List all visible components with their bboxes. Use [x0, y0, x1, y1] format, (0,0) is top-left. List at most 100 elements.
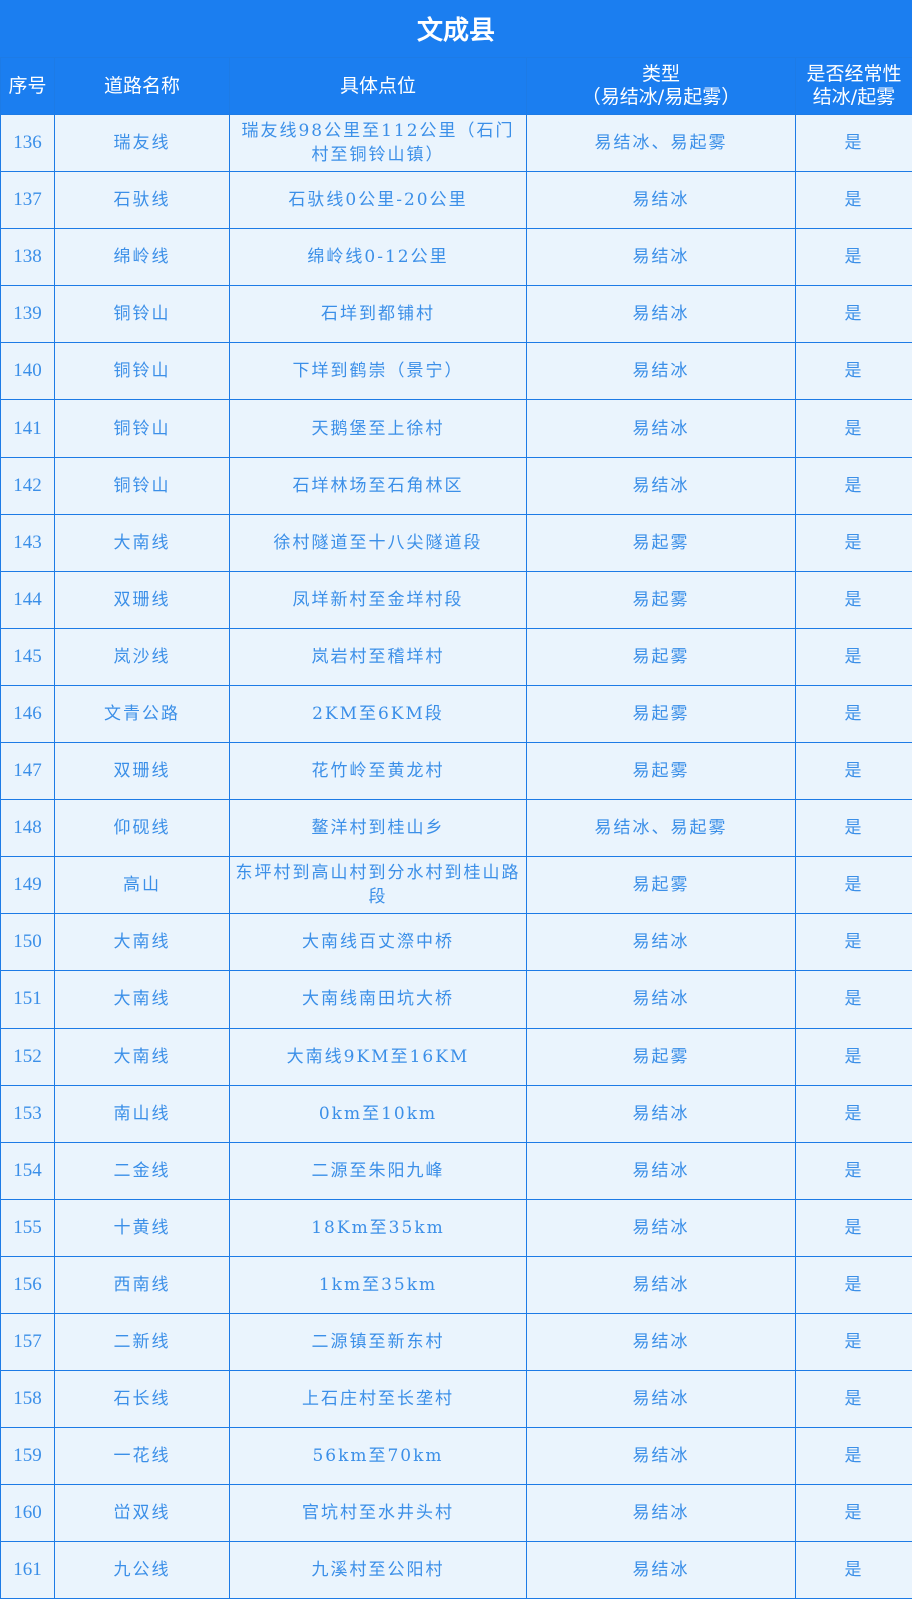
- cell-index: 160: [1, 1485, 55, 1542]
- cell-frequent: 是: [796, 800, 912, 857]
- cell-location: 1km至35km: [230, 1256, 527, 1313]
- cell-index: 157: [1, 1313, 55, 1370]
- cell-type: 易起雾: [527, 685, 796, 742]
- cell-type: 易结冰: [527, 1371, 796, 1428]
- cell-type: 易结冰: [527, 914, 796, 971]
- cell-type: 易结冰: [527, 229, 796, 286]
- cell-frequent: 是: [796, 1085, 912, 1142]
- cell-location: 石驮线0公里-20公里: [230, 172, 527, 229]
- cell-type: 易起雾: [527, 571, 796, 628]
- cell-location: 二源镇至新东村: [230, 1313, 527, 1370]
- cell-frequent: 是: [796, 743, 912, 800]
- cell-index: 142: [1, 457, 55, 514]
- cell-location: 花竹岭至黄龙村: [230, 743, 527, 800]
- table-title: 文成县: [0, 0, 912, 57]
- cell-type: 易起雾: [527, 1028, 796, 1085]
- cell-road-name: 绵岭线: [55, 229, 230, 286]
- cell-road-name: 十黄线: [55, 1199, 230, 1256]
- cell-index: 140: [1, 343, 55, 400]
- cell-road-name: 二金线: [55, 1142, 230, 1199]
- cell-frequent: 是: [796, 172, 912, 229]
- cell-location: 天鹅堡至上徐村: [230, 400, 527, 457]
- cell-location: 56km至70km: [230, 1428, 527, 1485]
- cell-location: 岚岩村至稽垟村: [230, 628, 527, 685]
- header-row: 序号道路名称具体点位类型 （易结冰/易起雾）是否经常性 结冰/起雾: [1, 58, 912, 115]
- cell-frequent: 是: [796, 1542, 912, 1599]
- cell-frequent: 是: [796, 857, 912, 914]
- cell-type: 易结冰: [527, 1085, 796, 1142]
- cell-frequent: 是: [796, 1428, 912, 1485]
- cell-location: 二源至朱阳九峰: [230, 1142, 527, 1199]
- cell-location: 大南线百丈漈中桥: [230, 914, 527, 971]
- cell-index: 145: [1, 628, 55, 685]
- cell-type: 易起雾: [527, 628, 796, 685]
- cell-road-name: 瑞友线: [55, 115, 230, 172]
- cell-location: 大南线南田坑大桥: [230, 971, 527, 1028]
- cell-road-name: 岚沙线: [55, 628, 230, 685]
- cell-road-name: 铜铃山: [55, 343, 230, 400]
- cell-location: 18Km至35km: [230, 1199, 527, 1256]
- cell-index: 153: [1, 1085, 55, 1142]
- cell-frequent: 是: [796, 628, 912, 685]
- cell-location: 石垟到都铺村: [230, 286, 527, 343]
- cell-location: 2KM至6KM段: [230, 685, 527, 742]
- cell-road-name: 九公线: [55, 1542, 230, 1599]
- cell-road-name: 大南线: [55, 914, 230, 971]
- cell-index: 144: [1, 571, 55, 628]
- cell-index: 149: [1, 857, 55, 914]
- cell-road-name: 大南线: [55, 971, 230, 1028]
- cell-index: 154: [1, 1142, 55, 1199]
- cell-type: 易结冰: [527, 1542, 796, 1599]
- cell-road-name: 一花线: [55, 1428, 230, 1485]
- cell-frequent: 是: [796, 1199, 912, 1256]
- cell-frequent: 是: [796, 685, 912, 742]
- cell-type: 易起雾: [527, 514, 796, 571]
- cell-index: 137: [1, 172, 55, 229]
- cell-road-name: 二新线: [55, 1313, 230, 1370]
- cell-type: 易结冰: [527, 1485, 796, 1542]
- cell-location: 瑞友线98公里至112公里（石门村至铜铃山镇）: [230, 115, 527, 172]
- header-location: 具体点位: [230, 58, 527, 115]
- cell-location: 下垟到鹤崇（景宁）: [230, 343, 527, 400]
- cell-road-name: 高山: [55, 857, 230, 914]
- cell-road-name: 双珊线: [55, 571, 230, 628]
- cell-road-name: 仰砚线: [55, 800, 230, 857]
- cell-frequent: 是: [796, 1371, 912, 1428]
- cell-location: 0km至10km: [230, 1085, 527, 1142]
- cell-road-name: 铜铃山: [55, 286, 230, 343]
- cell-type: 易结冰: [527, 400, 796, 457]
- cell-frequent: 是: [796, 229, 912, 286]
- cell-road-name: 西南线: [55, 1256, 230, 1313]
- cell-road-name: 双珊线: [55, 743, 230, 800]
- cell-index: 139: [1, 286, 55, 343]
- cell-frequent: 是: [796, 115, 912, 172]
- cell-road-name: 铜铃山: [55, 457, 230, 514]
- cell-frequent: 是: [796, 1313, 912, 1370]
- cell-frequent: 是: [796, 343, 912, 400]
- cell-index: 146: [1, 685, 55, 742]
- header-frequent: 是否经常性 结冰/起雾: [796, 58, 912, 115]
- cell-type: 易结冰: [527, 286, 796, 343]
- cell-type: 易起雾: [527, 857, 796, 914]
- cell-location: 上石庄村至长垄村: [230, 1371, 527, 1428]
- cell-location: 大南线9KM至16KM: [230, 1028, 527, 1085]
- header-road-name: 道路名称: [55, 58, 230, 115]
- header-index: 序号: [1, 58, 55, 115]
- cell-type: 易结冰: [527, 971, 796, 1028]
